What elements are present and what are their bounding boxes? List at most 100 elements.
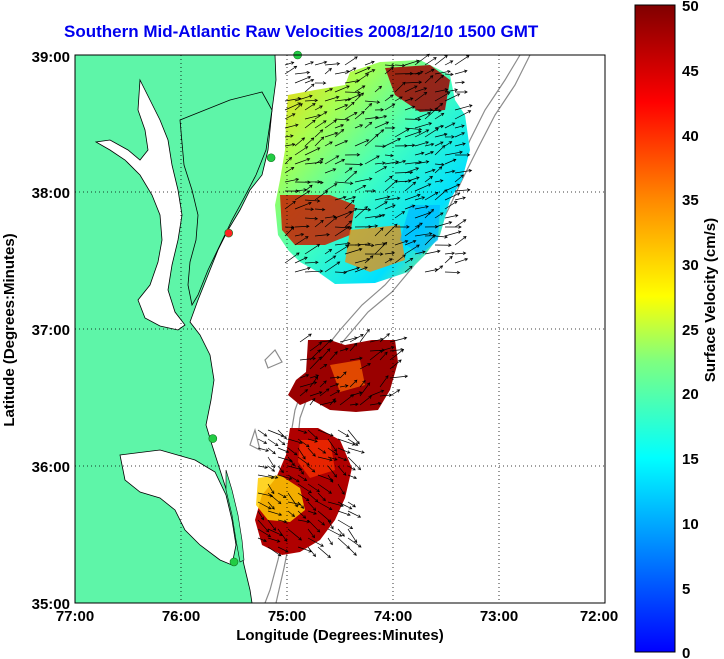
velocity-arrow <box>374 108 385 112</box>
velocity-arrow <box>309 349 321 361</box>
y-tick: 38:00 <box>32 185 70 202</box>
velocity-arrow <box>394 63 406 68</box>
velocity-arrow <box>424 168 436 174</box>
velocity-arrow <box>374 144 387 149</box>
velocity-arrow <box>277 546 289 553</box>
y-tick: 37:00 <box>32 322 70 339</box>
velocity-arrow <box>307 483 321 493</box>
velocity-arrow <box>334 241 351 246</box>
velocity-arrow <box>294 224 310 229</box>
velocity-arrow <box>257 447 270 452</box>
velocity-arrow <box>404 181 417 192</box>
velocity-arrow <box>414 129 430 138</box>
velocity-arrow <box>404 143 416 148</box>
velocity-arrow <box>389 336 408 343</box>
velocity-arrow <box>317 501 333 511</box>
y-tick: 39:00 <box>32 49 70 66</box>
velocity-arrow <box>414 250 426 255</box>
velocity-arrow <box>364 189 376 193</box>
velocity-arrow <box>384 251 396 255</box>
velocity-arrow <box>307 465 316 473</box>
velocity-arrow <box>307 537 324 547</box>
velocity-arrow <box>434 162 445 167</box>
velocity-arrow <box>334 210 353 219</box>
velocity-arrow <box>287 456 295 467</box>
velocity-arrow <box>287 474 300 483</box>
velocity-arrow <box>434 88 449 93</box>
velocity-arrow <box>297 519 311 524</box>
velocity-arrow <box>354 92 365 102</box>
velocity-arrow <box>277 474 293 480</box>
velocity-arrow <box>307 528 316 539</box>
velocity-arrow <box>304 269 324 273</box>
velocity-arrow <box>324 95 340 102</box>
velocity-arrow <box>337 438 356 446</box>
velocity-arrow <box>359 395 372 406</box>
velocity-vectors <box>257 53 473 559</box>
velocity-arrow <box>324 119 337 129</box>
velocity-arrow <box>394 211 406 219</box>
velocity-arrow <box>347 537 362 548</box>
velocity-arrow <box>344 162 364 167</box>
velocity-arrow <box>384 63 395 68</box>
velocity-arrow <box>454 257 469 264</box>
velocity-arrow <box>384 103 396 111</box>
velocity-arrow <box>344 199 355 210</box>
velocity-arrow <box>434 243 452 247</box>
velocity-arrow <box>444 169 456 174</box>
velocity-arrow <box>257 528 272 538</box>
station-marker <box>224 228 233 238</box>
colorbar-tick: 20 <box>682 386 699 403</box>
velocity-arrow <box>257 501 272 510</box>
velocity-arrow <box>434 221 453 228</box>
velocity-arrow <box>314 219 324 228</box>
velocity-arrow <box>349 391 363 397</box>
velocity-arrow <box>347 456 362 471</box>
velocity-arrow <box>337 519 354 529</box>
velocity-arrow <box>304 260 319 265</box>
velocity-arrow <box>344 90 361 95</box>
velocity-arrow <box>384 160 400 165</box>
velocity-arrow <box>287 510 296 517</box>
velocity-arrow <box>349 379 358 388</box>
velocity-arrow <box>327 465 338 478</box>
velocity-arrow <box>304 147 321 156</box>
velocity-arrow <box>297 510 307 519</box>
velocity-arrow <box>354 66 371 75</box>
velocity-arrow <box>414 70 424 75</box>
velocity-arrow <box>354 207 372 212</box>
velocity-arrow <box>297 501 305 509</box>
velocity-arrow <box>414 141 430 147</box>
velocity-arrow <box>424 142 435 147</box>
velocity-arrow <box>454 80 466 85</box>
velocity-arrow <box>394 128 410 138</box>
velocity-arrow <box>444 200 458 210</box>
velocity-arrow <box>337 483 345 495</box>
velocity-arrow <box>314 60 328 66</box>
velocity-arrow <box>267 510 283 517</box>
velocity-arrow <box>374 213 386 219</box>
velocity-arrow <box>374 227 384 237</box>
velocity-arrow <box>454 219 467 228</box>
velocity-arrow <box>339 371 347 379</box>
velocity-arrow <box>314 111 328 120</box>
velocity-arrow <box>324 155 340 165</box>
velocity-arrow <box>307 492 319 503</box>
velocity-arrow <box>404 225 421 237</box>
velocity-arrow <box>314 158 324 165</box>
velocity-arrow <box>347 546 357 556</box>
velocity-arrow <box>267 456 275 469</box>
velocity-arrow <box>384 204 396 210</box>
velocity-arrow <box>434 144 446 156</box>
velocity-arrow <box>287 492 298 508</box>
velocity-arrow <box>339 347 349 352</box>
velocity-arrow <box>297 429 308 434</box>
colorbar-tick: 0 <box>682 645 690 659</box>
velocity-arrow <box>344 207 358 219</box>
velocity-arrow <box>354 177 373 183</box>
velocity-arrow <box>424 108 442 113</box>
y-axis-label: Latitude (Degrees:Minutes) <box>1 233 18 426</box>
velocity-arrow <box>334 118 350 122</box>
colorbar-tick: 5 <box>682 581 690 598</box>
colorbar-tick: 45 <box>682 63 699 80</box>
